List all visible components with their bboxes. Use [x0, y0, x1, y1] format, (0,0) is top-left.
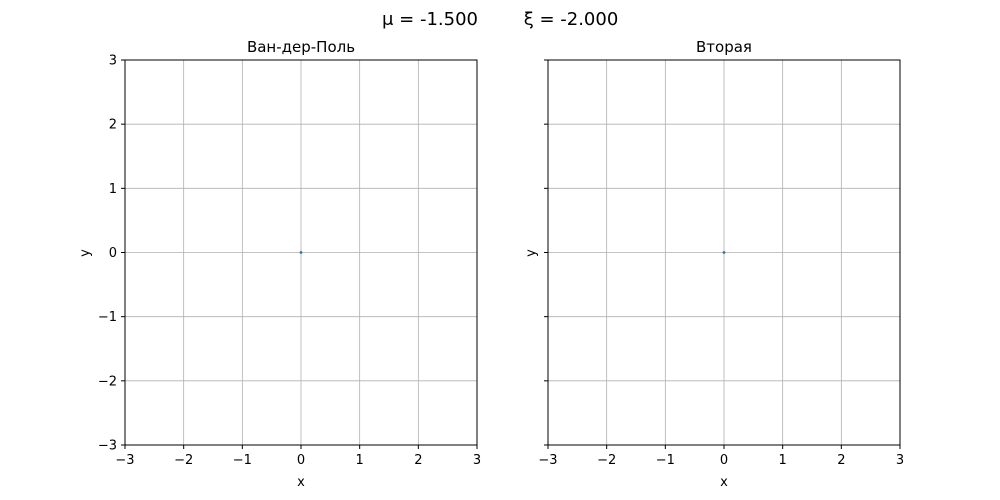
plot-left-xlabel: x	[297, 475, 305, 490]
plot-right-xtick-label-4: 1	[779, 453, 787, 468]
suptitle-xi: ξ = -2.000	[524, 9, 619, 30]
plot-right-xtick-label-1: −2	[597, 453, 616, 468]
plot-right-xtick-label-5: 2	[837, 453, 845, 468]
plot-left-xtick-label-4: 1	[356, 453, 364, 468]
plot-left-ytick-label-3: 0	[109, 246, 117, 261]
plot-right: Вторая x y −3 −2 −1 0 1 2 3	[524, 38, 904, 490]
plot-left-ytick-label-5: 2	[109, 118, 117, 133]
plot-right-xtick-label-2: −1	[656, 453, 675, 468]
suptitle-mu: μ = -1.500	[382, 9, 478, 30]
plot-left-ytick-label-1: −2	[98, 374, 117, 389]
plot-right-xtick-label-6: 3	[896, 453, 904, 468]
plot-right-xlabel: x	[720, 475, 728, 490]
plot-right-xtick-label-0: −3	[538, 453, 557, 468]
plot-left-point-0	[299, 251, 303, 254]
plot-left-xtick-label-5: 2	[414, 453, 422, 468]
plot-left-ytick-label-6: 3	[109, 54, 117, 69]
plot-right-xtick-label-3: 0	[720, 453, 728, 468]
plot-left-ytick-label-2: −1	[98, 310, 117, 325]
plot-left-title: Ван-дер-Поль	[247, 38, 355, 56]
plot-left-ylabel: y	[78, 249, 93, 257]
plot-right-ylabel: y	[524, 249, 539, 257]
plot-left-xtick-label-6: 3	[473, 453, 481, 468]
plot-right-title: Вторая	[696, 38, 752, 56]
plot-right-point-0	[722, 251, 726, 254]
plot-left-xtick-label-0: −3	[115, 453, 134, 468]
plot-left-xtick-label-3: 0	[297, 453, 305, 468]
plot-left: Ван-дер-Поль x y −3 −2 −1 0 1 2 3 −3 −2 −1 0 1 2 3	[78, 38, 481, 490]
plot-left-ytick-label-4: 1	[109, 182, 117, 197]
plot-left-ytick-label-0: −3	[98, 439, 117, 454]
plot-left-xtick-label-1: −2	[174, 453, 193, 468]
plot-left-xtick-label-2: −1	[233, 453, 252, 468]
